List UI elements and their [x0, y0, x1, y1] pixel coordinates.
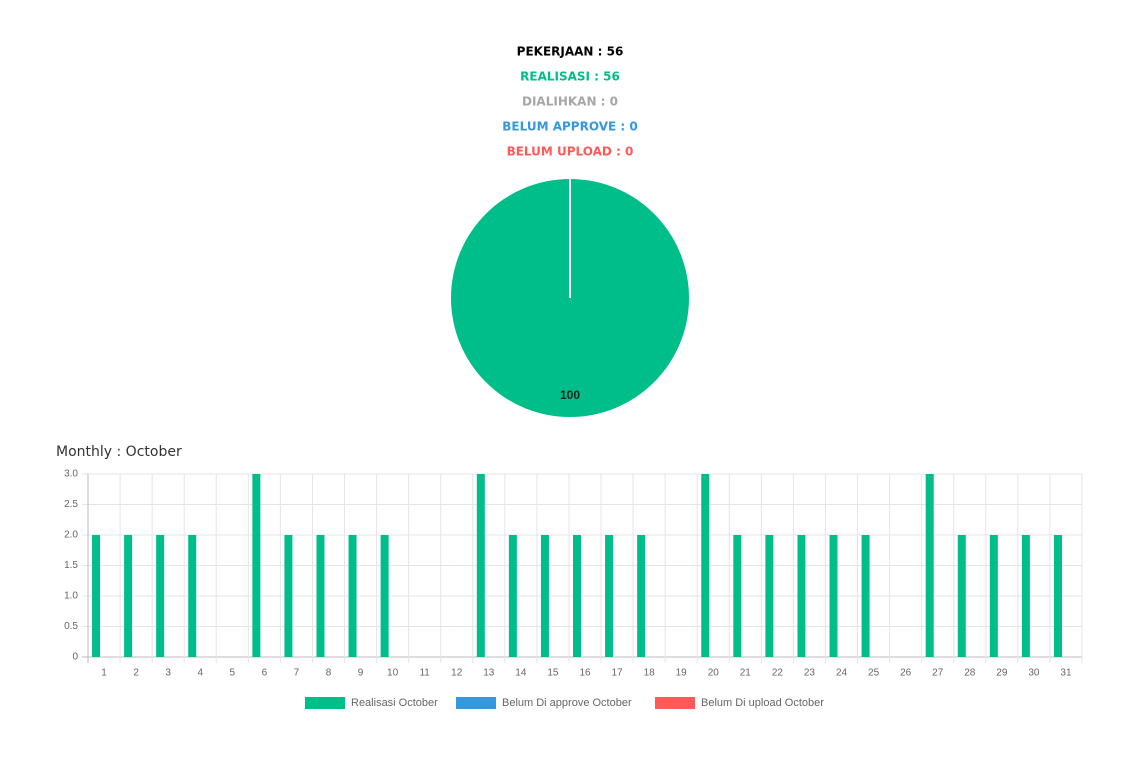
x-tick-label: 20 [708, 668, 720, 679]
legend-label: Belum Di upload October [701, 697, 824, 709]
legend-swatch [305, 697, 345, 709]
x-tick-label: 14 [515, 668, 527, 679]
legend-label: Belum Di approve October [502, 697, 632, 709]
x-tick-label: 18 [644, 668, 656, 679]
legend-swatch [456, 697, 496, 709]
bar [348, 535, 357, 657]
summary-line: BELUM UPLOAD : 0 [507, 145, 634, 159]
x-tick-label: 30 [1028, 668, 1040, 679]
summary-line: BELUM APPROVE : 0 [502, 120, 637, 134]
bar [476, 474, 485, 657]
bar [188, 535, 197, 657]
x-tick-label: 26 [900, 668, 912, 679]
summary-line: PEKERJAAN : 56 [517, 45, 624, 59]
x-tick-label: 8 [326, 668, 332, 679]
x-tick-label: 1 [101, 668, 107, 679]
x-tick-label: 15 [547, 668, 559, 679]
bar [124, 535, 133, 657]
bar [733, 535, 742, 657]
bar [701, 474, 710, 657]
bar [765, 535, 774, 657]
x-tick-label: 7 [294, 668, 300, 679]
x-tick-label: 29 [996, 668, 1008, 679]
bar [829, 535, 838, 657]
x-tick-label: 5 [230, 668, 236, 679]
x-tick-label: 25 [868, 668, 880, 679]
x-tick-label: 17 [612, 668, 624, 679]
bar [92, 535, 101, 657]
y-tick-label: 0.5 [64, 621, 78, 632]
x-tick-label: 23 [804, 668, 816, 679]
summary-line: DIALIHKAN : 0 [522, 95, 618, 109]
x-tick-label: 11 [419, 668, 430, 679]
x-tick-label: 2 [133, 668, 139, 679]
bar [1053, 535, 1062, 657]
slice-label: 100 [560, 388, 580, 402]
bar [797, 535, 806, 657]
x-tick-label: 3 [165, 668, 171, 679]
bar [316, 535, 325, 657]
x-tick-label: 19 [676, 668, 688, 679]
bar [989, 535, 998, 657]
y-tick-label: 2.5 [64, 499, 78, 510]
x-tick-label: 10 [387, 668, 399, 679]
legend-swatch [655, 697, 695, 709]
bar [508, 535, 517, 657]
y-tick-label: 3.0 [64, 469, 78, 480]
bar [605, 535, 614, 657]
bar [637, 535, 646, 657]
bar [957, 535, 966, 657]
bar [573, 535, 581, 657]
x-tick-label: 24 [836, 668, 848, 679]
x-tick-label: 9 [358, 668, 364, 679]
x-tick-label: 4 [197, 668, 203, 679]
x-tick-label: 22 [772, 668, 784, 679]
x-tick-label: 27 [932, 668, 944, 679]
x-tick-label: 16 [579, 668, 591, 679]
y-tick-label: 2.0 [64, 530, 78, 541]
legend-label: Realisasi October [351, 697, 438, 709]
bar [252, 474, 261, 657]
y-tick-label: 1.0 [64, 591, 78, 602]
bar [1021, 535, 1030, 657]
x-tick-label: 21 [740, 668, 752, 679]
bar [540, 535, 549, 657]
x-tick-label: 31 [1060, 668, 1072, 679]
x-tick-label: 28 [964, 668, 976, 679]
y-tick-label: 1.5 [64, 560, 78, 571]
summary-line: REALISASI : 56 [520, 70, 620, 84]
bar [380, 535, 389, 657]
chart-title: Monthly : October [56, 444, 182, 460]
x-tick-label: 6 [262, 668, 268, 679]
bar [156, 535, 165, 657]
y-tick-label: 0 [72, 652, 78, 663]
x-tick-label: 13 [483, 668, 495, 679]
bar [284, 535, 293, 657]
bar [861, 535, 870, 657]
bar [925, 474, 934, 657]
x-tick-label: 12 [451, 668, 463, 679]
